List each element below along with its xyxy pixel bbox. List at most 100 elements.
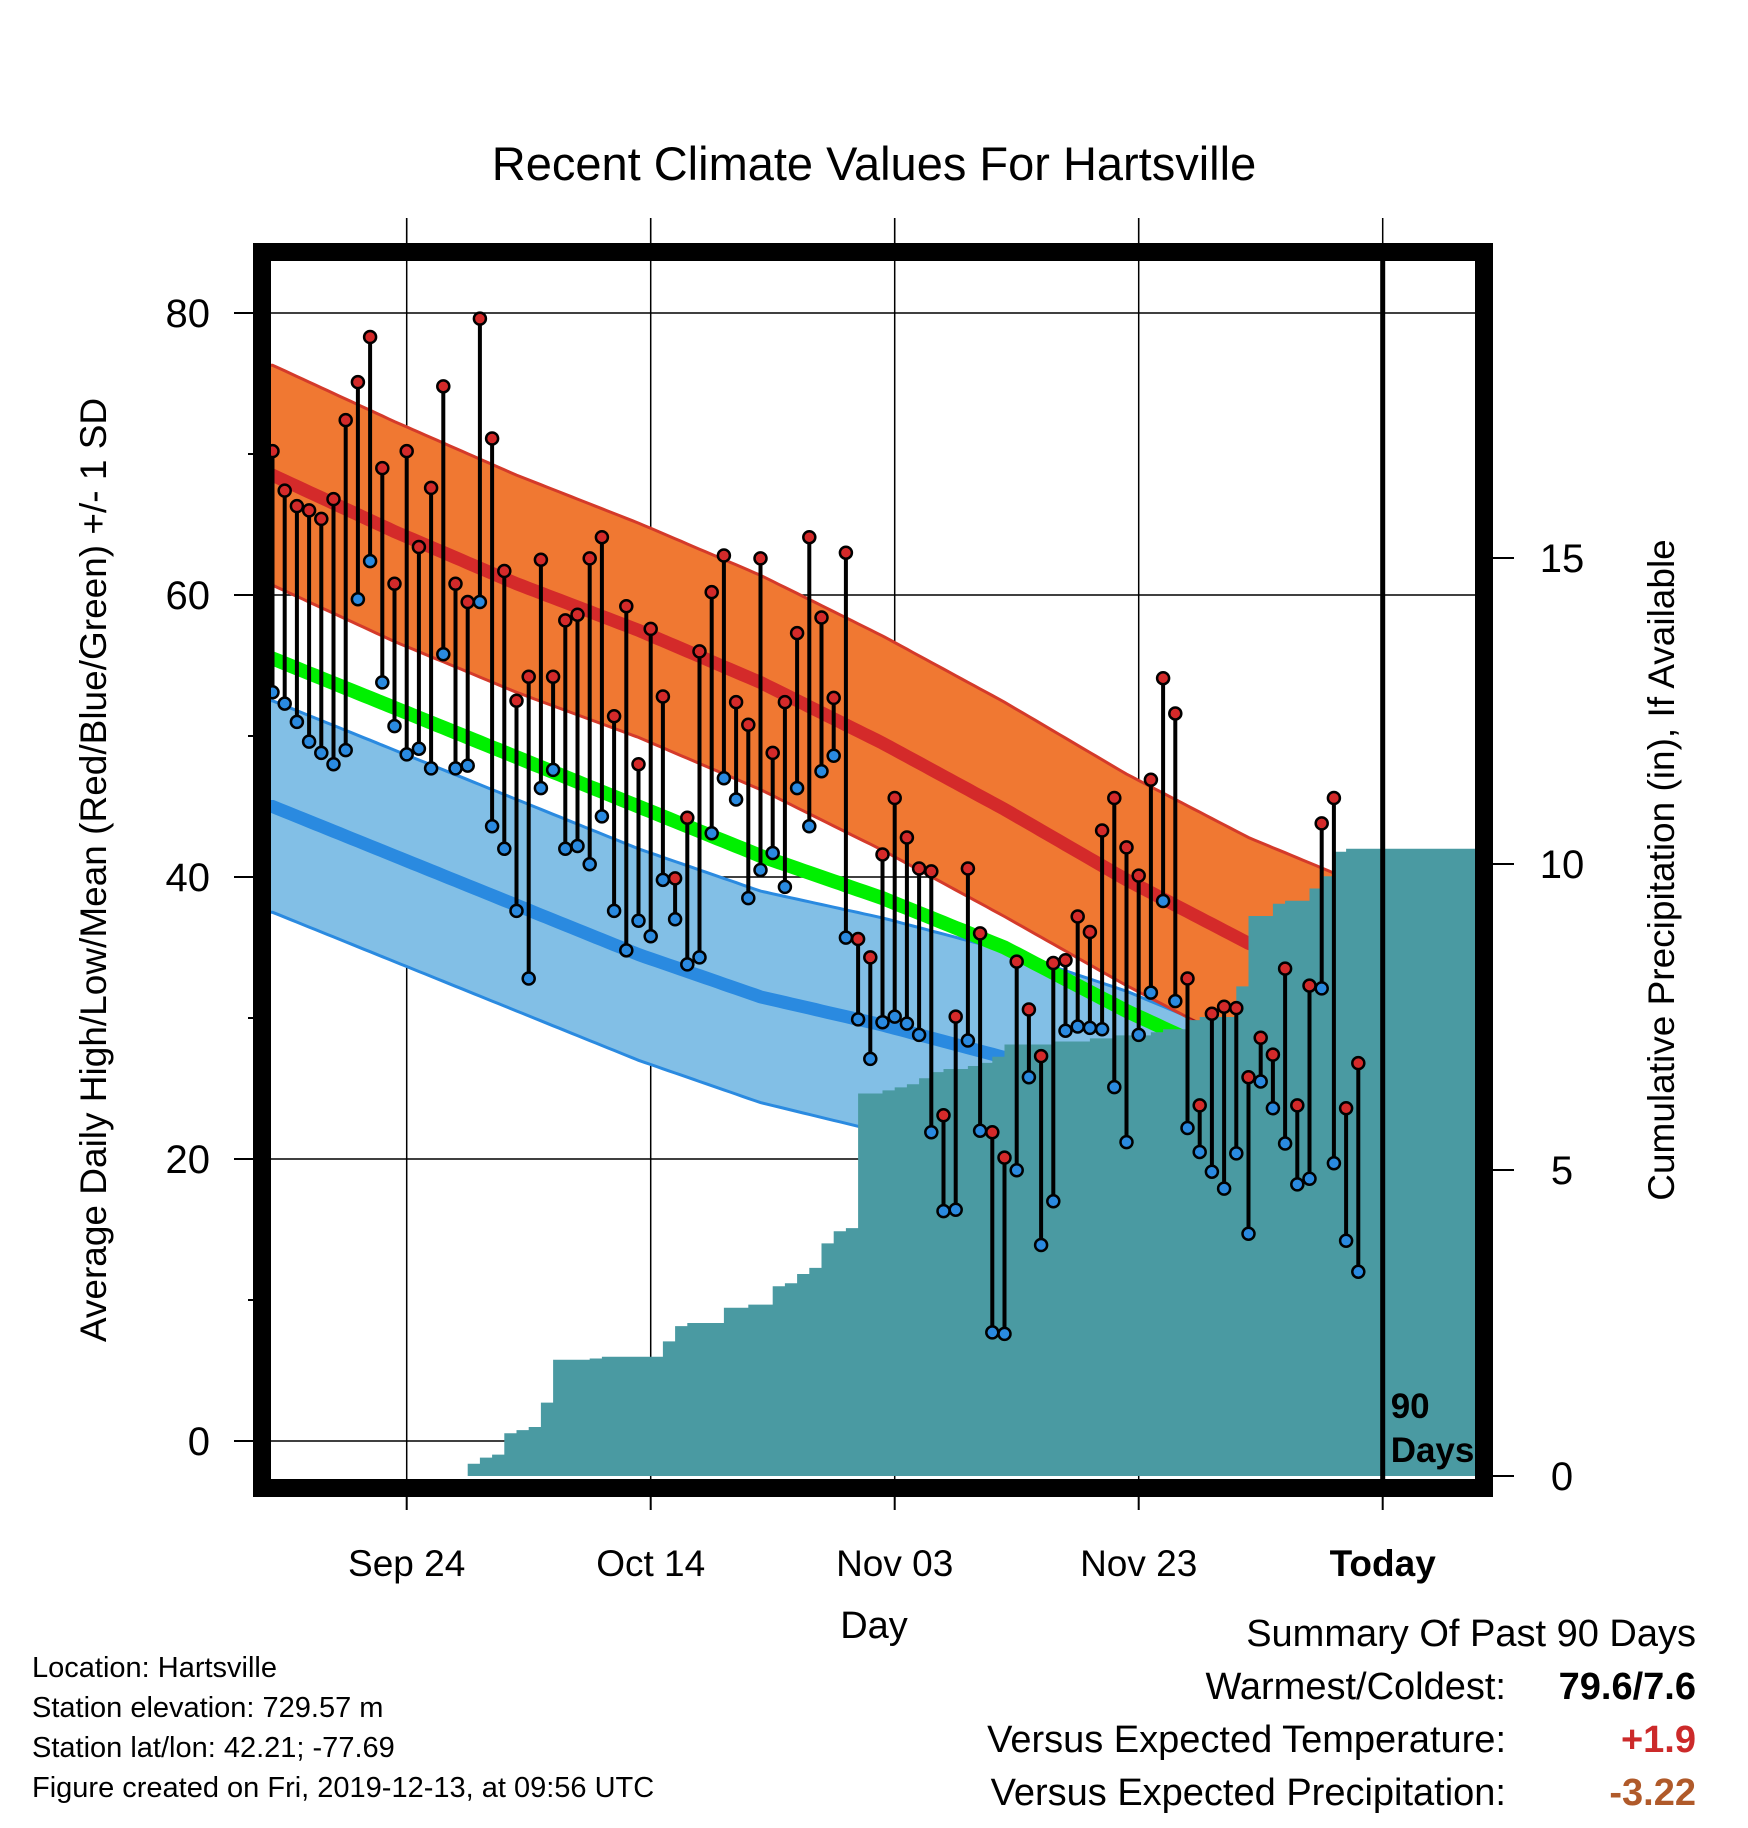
low-point [728,792,744,807]
figure-created: Figure created on Fri, 2019-12-13, at 09… [32,1772,655,1804]
low-point [765,845,780,861]
low-point [387,718,402,734]
high-point [1290,1098,1305,1113]
high-point [1351,1055,1366,1071]
low-point [582,857,597,872]
high-point [741,717,756,732]
y2-tick-label: 15 [1540,537,1585,581]
precip-area-fill [272,848,1484,1476]
low-point [1192,1144,1207,1160]
high-point [399,443,414,459]
low-point [411,741,427,756]
y2-axis-label: Cumulative Precipitation (in), If Availa… [1641,539,1682,1201]
x-tick-label: Nov 03 [836,1543,953,1584]
low-point [619,943,634,958]
high-point [558,613,573,628]
high-point [728,694,744,710]
summary-precip-row: Versus Expected Precipitation: -3.22 [987,1767,1696,1820]
low-point [814,764,829,779]
high-point [1265,1047,1281,1062]
low-point [1021,1069,1037,1085]
low-point [570,838,585,854]
x-axis-label: Day [840,1605,908,1647]
high-point [460,594,475,610]
low-point [838,930,854,945]
high-point [289,498,305,514]
low-point [1094,1022,1110,1037]
low-point [1058,1023,1073,1038]
high-point [1058,952,1073,968]
low-point [1155,893,1171,909]
high-point [997,1150,1012,1165]
low-point [1265,1100,1281,1116]
low-point [436,646,451,662]
y-tick-label: 80 [166,292,211,336]
low-point [1229,1146,1244,1161]
high-point [680,810,695,826]
high-point [765,745,780,761]
low-point [924,1124,939,1140]
high-point [936,1108,951,1123]
high-point [1204,1006,1220,1022]
high-point [643,621,658,637]
low-point [826,748,841,763]
y-tick-label: 20 [166,1138,211,1182]
low-point [460,758,475,773]
station-elevation: Station elevation: 729.57 m [32,1692,384,1724]
high-point [716,548,732,563]
high-point [972,926,988,941]
low-point [1180,1120,1195,1136]
high-point [1094,823,1110,838]
daily-temperature-bars [265,311,1366,1342]
low-point [887,1009,902,1024]
low-point [1302,1171,1317,1186]
low-point [1119,1134,1134,1150]
today-marker: 90 Days [1380,252,1475,1488]
x-tick-label: Today [1330,1543,1437,1584]
high-point [838,545,854,560]
low-point [1253,1074,1268,1089]
high-point [1338,1100,1354,1116]
high-point [789,625,805,641]
high-point [863,950,878,965]
low-point [1168,993,1183,1009]
low-point [301,734,317,749]
axes: 0 20 40 60 80 Sep 24 Oct 14 Nov 03 Nov 23 Today 0 5… [166,218,1585,1584]
high-point [350,374,366,390]
x-tick-label: Oct 14 [596,1543,705,1584]
low-point [631,913,646,928]
temp-label: Versus Expected Temperature: [987,1719,1506,1761]
summary-heading: Summary Of Past 90 Days [1246,1613,1696,1655]
high-point [1326,790,1342,806]
low-point [948,1202,963,1218]
high-point [1155,670,1171,686]
plot-frame [253,243,1493,1497]
y2-tick-label: 10 [1540,843,1585,887]
high-point [704,584,719,600]
high-point [1253,1030,1268,1045]
high-point [1302,978,1317,993]
high-point [472,311,488,326]
high-point [594,529,610,545]
high-point [497,563,512,579]
low-point [985,1325,1000,1340]
low-point [594,809,610,824]
high-point [985,1124,1000,1140]
today-label-days: Days [1391,1431,1475,1470]
precip-label: Versus Expected Precipitation: [990,1772,1506,1814]
low-point [875,1014,890,1030]
low-point [1204,1164,1220,1179]
chart-title: Recent Climate Values For Hartsville [492,137,1256,190]
y-axis-label: Average Daily High/Low/Mean (Red/Blue/Gr… [73,398,114,1342]
low-point [338,742,353,758]
low-point [1070,1019,1085,1034]
high-point [448,576,463,591]
low-point [1082,1020,1098,1036]
high-point [850,931,866,947]
high-point [1192,1098,1207,1113]
low-point [1107,1079,1122,1095]
low-point [655,872,671,888]
y2-tick-label: 0 [1551,1455,1573,1499]
high-point [1241,1069,1256,1085]
